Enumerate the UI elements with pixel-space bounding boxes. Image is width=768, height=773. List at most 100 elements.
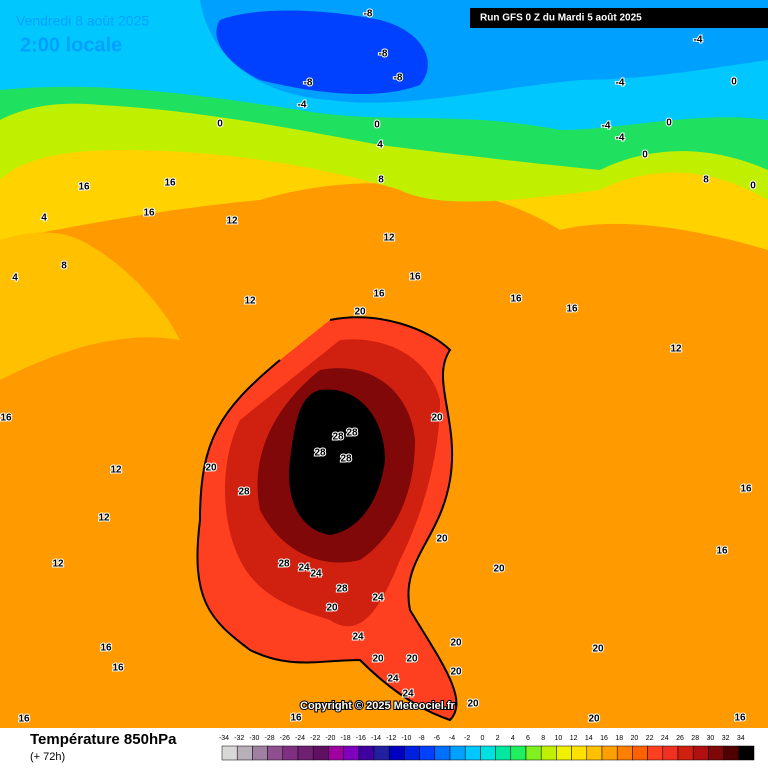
contour-label: 16 [566,304,578,315]
contour-label: -8 [394,73,403,84]
contour-label: 0 [731,77,737,88]
scale-tick-label: 22 [646,735,654,742]
contour-label: 16 [112,663,124,674]
contour-label: 28 [336,584,348,595]
contour-label: 8 [378,175,384,186]
contour-label: 12 [226,216,238,227]
scale-cell [525,745,542,761]
scale-tick-label: -34 [219,735,229,742]
scale-cell [708,745,724,761]
scale-tick-label: -18 [341,735,351,742]
contour-label: 12 [98,513,110,524]
scale-tick-label: 4 [511,735,515,742]
scale-cell [510,745,527,761]
contour-label: 16 [100,643,112,654]
scale-cell [449,745,466,761]
contour-label: 16 [373,289,385,300]
scale-cell [373,745,390,761]
contour-label: 20 [205,463,217,474]
contour-label: 20 [493,564,505,575]
scale-tick-label: -26 [280,735,290,742]
forecast-date: Vendredi 8 août 2025 [16,13,149,29]
scale-cell [540,745,557,761]
contour-label: 20 [450,638,462,649]
scale-tick-label: -16 [356,735,366,742]
contour-label: 12 [383,233,395,244]
contour-label: 16 [78,182,90,193]
contour-label: -8 [304,78,313,89]
contour-label: 16 [290,713,302,724]
contour-label: 12 [244,296,256,307]
scale-tick-label: 20 [631,735,639,742]
contour-label: 0 [374,120,380,131]
scale-tick-label: -6 [434,735,440,742]
scale-tick-label: 12 [570,735,578,742]
scale-cell [252,745,268,761]
contour-label: 0 [217,119,223,130]
contour-label: -8 [379,49,388,60]
scale-tick-label: -22 [310,735,320,742]
contour-label: 4 [12,273,18,284]
contour-label: 24 [372,593,384,604]
scale-tick-label: 0 [480,735,484,742]
scale-cell [464,745,481,761]
contour-label: 12 [110,465,122,476]
scale-cell [419,745,436,761]
scale-cell [404,745,420,761]
contour-label: 8 [61,261,67,272]
scale-cell [723,745,740,761]
contour-label: 20 [406,654,418,665]
scale-tick-label: 30 [707,735,715,742]
scale-tick-label: 32 [722,735,730,742]
contour-label: 24 [352,632,364,643]
scale-cell [297,745,314,761]
scale-tick-label: 24 [661,735,669,742]
scale-cell [480,745,496,761]
contour-label: 24 [402,689,414,700]
scale-cell [692,745,709,761]
contour-label: 16 [734,713,746,724]
contour-label: 4 [41,213,47,224]
contour-label: 12 [52,559,64,570]
scale-tick-label: 2 [496,735,500,742]
contour-label: 16 [18,714,30,725]
scale-cell [358,745,375,761]
contour-label: 20 [436,534,448,545]
scale-cell [677,745,694,761]
scale-cell [616,745,633,761]
scale-cell [343,745,360,761]
contour-label: 28 [314,448,326,459]
scale-cell [662,745,679,761]
contour-label: 24 [387,674,399,685]
contour-label: -4 [298,100,307,111]
contour-label: -4 [694,35,703,46]
scale-tick-label: 10 [555,735,563,742]
contour-label: 8 [703,175,709,186]
run-info: Run GFS 0 Z du Mardi 5 août 2025 [480,13,642,24]
copyright: Copyright © 2025 Meteociel.fr [300,700,456,712]
contour-label: 28 [332,432,344,443]
scale-cell [282,745,299,761]
contour-label: 28 [340,454,352,465]
contour-label: 20 [431,413,443,424]
scale-tick-label: 16 [600,735,608,742]
scale-tick-label: -2 [464,735,470,742]
scale-tick-label: -30 [249,735,259,742]
contour-label: 28 [278,559,290,570]
forecast-time: 2:00 locale [20,34,122,56]
yellow-zone-west [0,232,180,380]
run-box [470,8,768,28]
contour-label: 0 [750,181,756,192]
contour-label: -4 [616,133,625,144]
scale-cell [236,745,253,761]
contour-label: 20 [372,654,384,665]
scale-tick-label: -32 [234,735,244,742]
contour-label: 20 [354,307,366,318]
legend-subtitle: (+ 72h) [30,751,65,763]
scale-cell [267,745,284,761]
scale-tick-label: 18 [615,735,623,742]
contour-label: 16 [0,413,12,424]
scale-tick-label: 6 [526,735,530,742]
contour-label: 20 [326,603,338,614]
